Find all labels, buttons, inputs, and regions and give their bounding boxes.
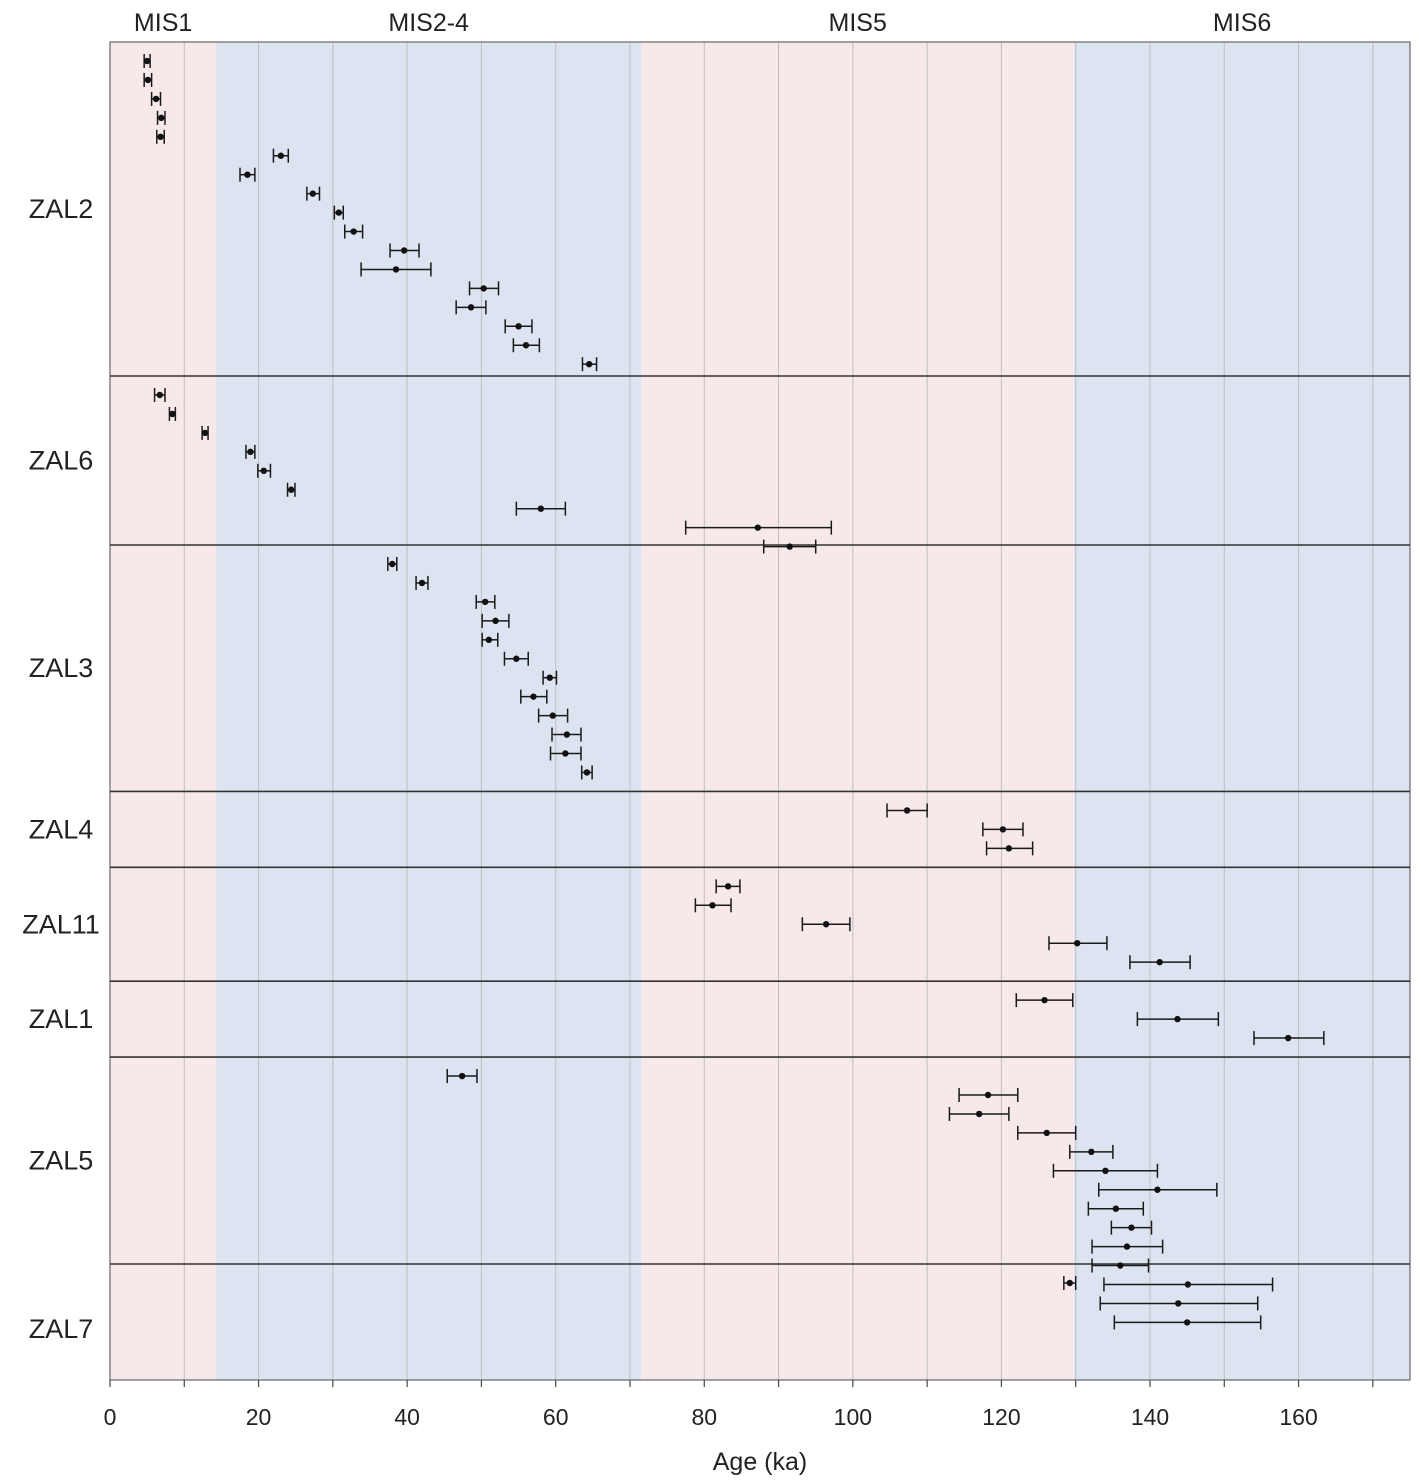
data-point	[247, 448, 254, 456]
data-point	[157, 133, 164, 140]
data-point	[144, 76, 152, 84]
data-point	[481, 598, 489, 606]
x-tick-label: 60	[543, 1404, 569, 1430]
data-point	[492, 617, 499, 625]
data-point	[1154, 1186, 1161, 1193]
data-point	[709, 902, 716, 909]
stage-band	[1074, 42, 1410, 1380]
data-point	[786, 543, 793, 550]
plot-frame	[109, 41, 1411, 1381]
data-point	[754, 524, 761, 531]
data-point	[1175, 1300, 1182, 1307]
data-point	[563, 731, 571, 738]
stage-label: MIS2-4	[388, 9, 469, 37]
data-point	[1066, 1279, 1073, 1287]
data-point	[1284, 1034, 1292, 1042]
x-axis-title: Age (ka)	[713, 1448, 807, 1476]
data-point	[522, 342, 530, 349]
data-point	[1174, 1015, 1181, 1023]
data-point	[169, 410, 176, 418]
data-point	[485, 636, 493, 643]
data-point	[1156, 958, 1163, 966]
data-point	[562, 750, 569, 757]
data-point	[1123, 1243, 1131, 1250]
data-point	[480, 285, 487, 292]
group-label: ZAL4	[29, 814, 94, 844]
data-point	[1005, 845, 1013, 852]
x-tick-label: 20	[246, 1404, 272, 1430]
data-point	[309, 190, 316, 197]
data-point	[156, 391, 163, 399]
x-tick-label: 160	[1279, 1404, 1317, 1430]
data-point	[335, 209, 342, 216]
stage-label: MIS5	[829, 9, 887, 37]
data-point	[1088, 1148, 1095, 1156]
data-point	[822, 921, 830, 928]
data-point	[143, 57, 151, 65]
data-point	[201, 429, 209, 437]
data-point	[1184, 1281, 1192, 1288]
data-point	[158, 114, 165, 122]
data-point	[549, 712, 556, 719]
data-point	[260, 467, 267, 474]
data-point	[984, 1091, 992, 1099]
data-point	[389, 560, 396, 568]
data-point	[400, 247, 408, 254]
group-label: ZAL1	[29, 1004, 94, 1034]
data-point	[585, 361, 593, 368]
data-point	[546, 674, 553, 681]
group-label: ZAL5	[29, 1146, 94, 1176]
data-point	[1043, 1129, 1050, 1137]
data-point	[975, 1110, 983, 1118]
data-point	[1117, 1262, 1124, 1269]
x-tick-label: 140	[1131, 1404, 1169, 1430]
data-point	[515, 323, 522, 330]
group-label: ZAL6	[29, 446, 94, 476]
group-label: ZAL2	[29, 194, 94, 224]
x-tick-label: 120	[982, 1404, 1020, 1430]
group-label: ZAL3	[29, 653, 94, 683]
data-point	[350, 228, 357, 235]
data-point	[724, 883, 732, 890]
data-point	[537, 505, 545, 512]
data-point	[288, 486, 295, 493]
data-point	[513, 655, 520, 662]
data-point	[583, 769, 591, 776]
x-tick-label: 0	[104, 1404, 117, 1430]
data-point	[1041, 996, 1048, 1004]
group-label: ZAL7	[29, 1314, 94, 1344]
data-point	[1183, 1319, 1191, 1326]
x-tick-label: 40	[394, 1404, 420, 1430]
data-point	[530, 693, 537, 700]
group-label: ZAL11	[22, 909, 100, 939]
stage-label: MIS6	[1213, 9, 1271, 37]
data-point	[1128, 1224, 1135, 1231]
data-point	[1112, 1205, 1120, 1212]
data-point	[152, 95, 160, 103]
data-point	[1074, 940, 1081, 947]
stage-label: MIS1	[134, 9, 192, 37]
x-tick-label: 100	[834, 1404, 872, 1430]
data-point	[1102, 1167, 1109, 1175]
data-point	[277, 152, 285, 159]
data-point	[467, 304, 475, 311]
x-tick-label: 80	[691, 1404, 717, 1430]
data-point	[392, 266, 400, 273]
stage-band	[110, 42, 217, 1380]
data-point	[999, 826, 1007, 833]
stage-band	[641, 42, 1075, 1380]
data-point	[418, 579, 426, 587]
data-point	[903, 807, 911, 814]
stage-band	[216, 42, 642, 1380]
data-point	[458, 1072, 466, 1080]
data-point	[244, 171, 251, 178]
